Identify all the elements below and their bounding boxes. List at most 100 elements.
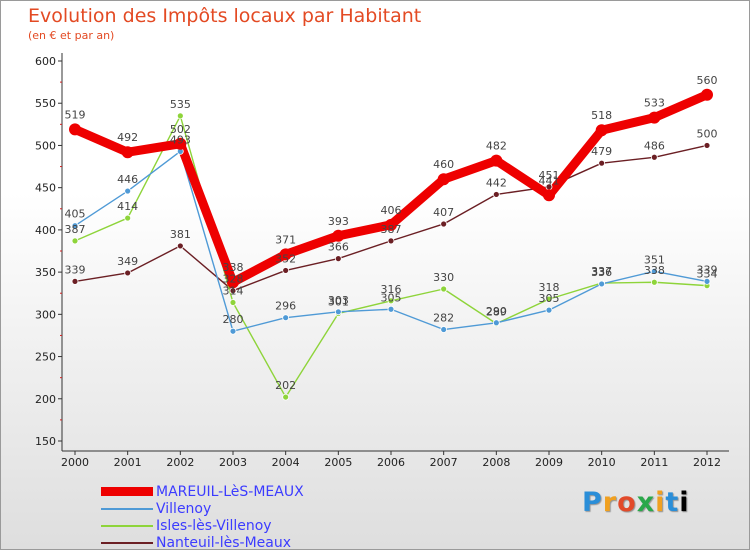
x-tick-label: 2009	[535, 456, 563, 469]
logo-letter: i	[679, 487, 690, 518]
logo-letter: x	[636, 487, 656, 518]
data-point-1	[229, 299, 237, 306]
data-label-0: 349	[117, 255, 138, 268]
data-label-0: 451	[539, 169, 560, 182]
proxiti-logo: Proxiti	[582, 487, 690, 518]
data-point-1	[124, 214, 132, 222]
data-point-1	[545, 295, 553, 303]
data-label-1: 316	[381, 283, 402, 296]
data-label-3: 393	[328, 215, 349, 228]
x-tick-label: 2005	[324, 456, 352, 469]
data-point-2	[703, 277, 711, 285]
data-label-0: 479	[591, 145, 612, 158]
legend-label-mareuil: MAREUIL-LèS-MEAUX	[156, 484, 304, 500]
legend-swatch-nanteuil	[101, 542, 153, 544]
data-point-3	[490, 154, 503, 167]
data-point-3	[701, 88, 713, 101]
data-point-3	[648, 111, 661, 124]
data-label-3: 518	[591, 109, 612, 122]
data-label-0: 339	[65, 263, 86, 276]
data-point-0	[176, 242, 184, 250]
data-label-2: 296	[275, 300, 296, 313]
data-point-0	[282, 267, 290, 274]
logo-letter: P	[582, 487, 603, 518]
data-point-1	[650, 278, 658, 286]
data-point-2	[598, 280, 606, 288]
data-label-3: 482	[486, 140, 507, 153]
data-point-3	[69, 123, 81, 136]
y-tick-label: 200	[35, 393, 56, 406]
y-tick-label: 250	[35, 351, 56, 364]
data-point-0	[598, 159, 606, 167]
data-label-0: 328	[223, 273, 244, 286]
data-label-1: 318	[539, 281, 560, 294]
data-label-2: 446	[117, 173, 138, 186]
x-tick-label: 2008	[482, 456, 510, 469]
x-tick-label: 2004	[272, 456, 300, 469]
data-label-0: 500	[697, 127, 718, 140]
logo-letter: r	[602, 487, 618, 518]
data-point-3	[543, 189, 555, 202]
logo-letter: t	[665, 487, 680, 518]
data-label-2: 405	[65, 208, 86, 221]
data-point-0	[124, 269, 132, 277]
data-point-2	[440, 326, 448, 333]
data-point-2	[387, 305, 395, 313]
data-point-1	[71, 237, 79, 245]
data-label-2: 339	[697, 263, 718, 276]
data-point-3	[174, 137, 187, 150]
legend-label-isles: Isles-lès-Villenoy	[156, 518, 272, 534]
data-label-2: 305	[381, 291, 402, 304]
chart-title: Evolution des Impôts locaux par Habitant	[28, 5, 422, 27]
data-label-1: 289	[486, 306, 507, 319]
legend-swatch-isles	[101, 525, 153, 527]
data-label-1: 334	[697, 268, 718, 281]
y-tick-label: 400	[35, 224, 56, 237]
data-label-1: 387	[65, 223, 86, 236]
data-label-0: 407	[433, 206, 454, 219]
data-label-3: 371	[275, 233, 296, 246]
y-tick-label: 600	[35, 55, 56, 68]
data-point-1	[440, 285, 448, 293]
x-tick-label: 2006	[377, 456, 405, 469]
data-label-2: 351	[644, 253, 665, 266]
x-tick-label: 2012	[693, 456, 721, 469]
x-tick-label: 2011	[640, 456, 668, 469]
data-label-3: 519	[65, 108, 86, 121]
data-label-0: 442	[486, 176, 507, 189]
logo-letter: o	[617, 487, 637, 518]
data-point-2	[71, 222, 79, 230]
legend-swatch-villenoy	[101, 508, 153, 510]
data-label-0: 366	[328, 241, 349, 254]
x-tick-label: 2003	[219, 456, 247, 469]
data-label-3: 560	[697, 74, 718, 87]
data-label-3: 338	[223, 261, 244, 274]
data-point-0	[440, 220, 448, 228]
data-label-2: 280	[223, 313, 244, 326]
data-point-0	[71, 277, 79, 285]
series-line-0	[74, 144, 708, 292]
chart-subtitle: (en € et par an)	[28, 29, 115, 42]
data-label-1: 330	[433, 271, 454, 284]
y-tick-label: 500	[35, 139, 56, 152]
data-point-3	[332, 229, 345, 242]
series-line-1	[74, 115, 708, 398]
y-tick-label: 150	[35, 435, 56, 448]
x-tick-label: 2000	[61, 456, 89, 469]
data-point-0	[387, 237, 395, 245]
data-label-2: 303	[328, 294, 349, 307]
data-point-3	[595, 124, 608, 137]
legend-swatch-mareuil	[101, 487, 153, 496]
data-label-2: 290	[486, 305, 507, 318]
x-tick-label: 2002	[166, 456, 194, 469]
data-label-3: 492	[117, 131, 138, 144]
data-label-1: 535	[170, 98, 191, 111]
y-tick-label: 350	[35, 266, 56, 279]
data-label-0: 352	[275, 252, 296, 265]
x-tick-label: 2001	[114, 456, 142, 469]
data-point-2	[650, 267, 658, 275]
legend-label-nanteuil: Nanteuil-lès-Meaux	[156, 535, 292, 551]
data-point-2	[282, 314, 290, 322]
